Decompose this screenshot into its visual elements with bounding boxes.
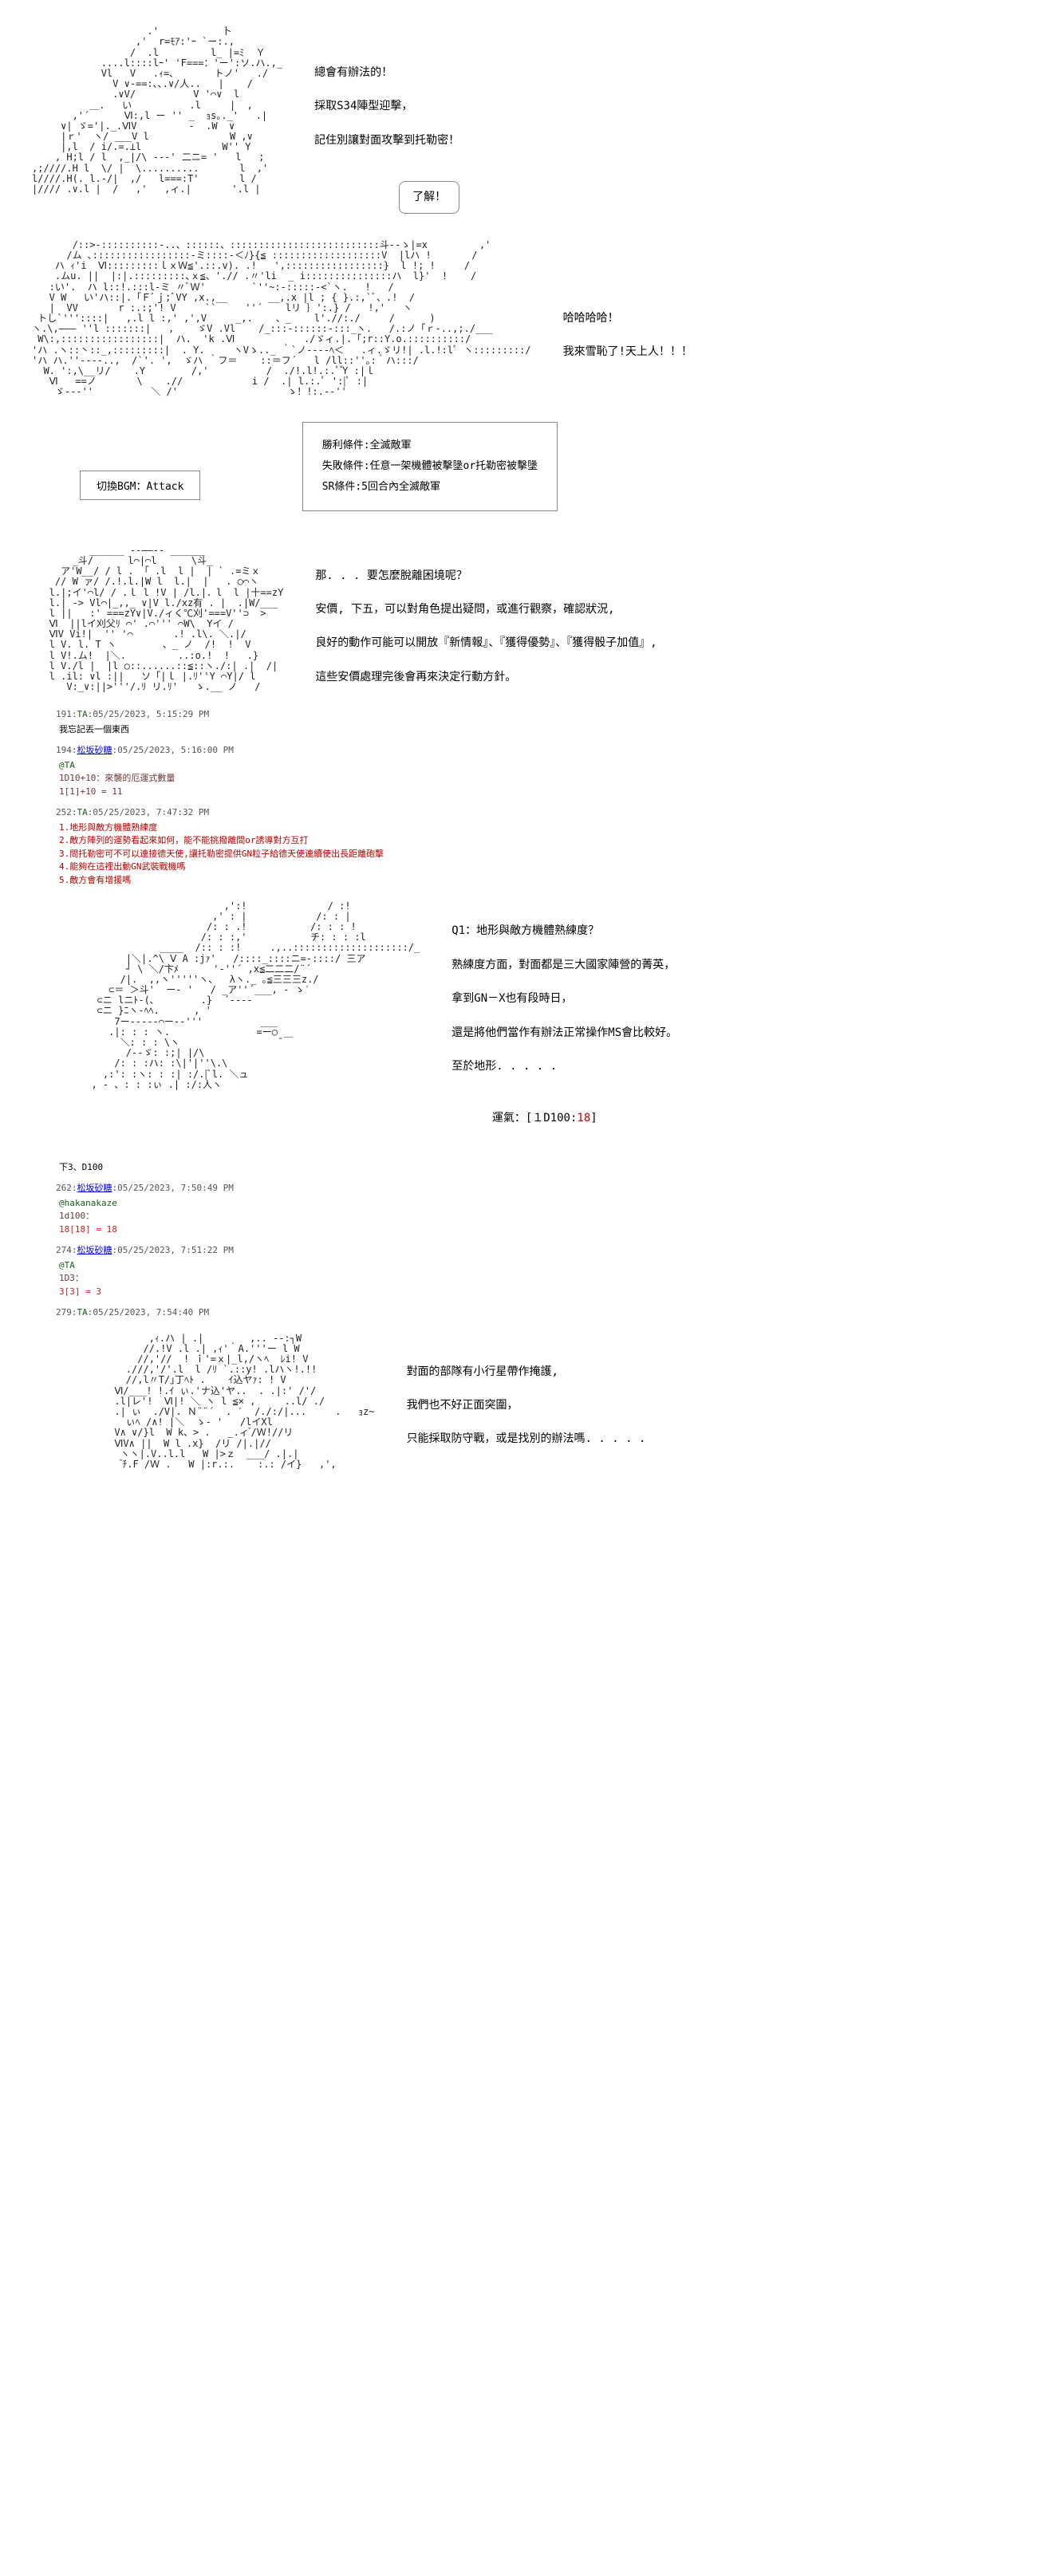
post-body-line: @TA xyxy=(59,1259,981,1273)
ascii-art-1: .' 卜 ,' r=ﾓｱ:'ｰ `ー:., / .l l_ |=ﾐ Ｙ ....… xyxy=(32,16,282,205)
post-header: 279:TA:05/25/2023, 7:54:40 PM xyxy=(56,1306,981,1320)
dialogue-line: 良好的動作可能可以開放『新情報』、『獲得優勢』、『獲得骰子加值』, xyxy=(315,634,657,652)
dialogue-line: 安價, 下五，可以對角色提出疑問，或進行觀察，確認狀況, xyxy=(315,601,657,618)
post-body-line: 5.敵方會有增援嗎 xyxy=(59,874,981,888)
sr-condition: SR條件:5回合內全滅敵軍 xyxy=(322,477,538,498)
post-number: 191: xyxy=(56,709,77,719)
post-author[interactable]: 松坂砂糖 xyxy=(77,1183,112,1193)
forum-post: 262:松坂砂糖:05/25/2023, 7:50:49 PM @hakanaka… xyxy=(56,1182,981,1236)
dialogue-1: 總會有辦法的！ 採取S34陣型迎擊， 記住別讓對面攻擊到托勒密！ 了解！ xyxy=(314,16,459,214)
dialogue-line: 只能採取防守戰，或是找別的辦法嗎. . . . . xyxy=(407,1430,646,1448)
dialogue-line: 熟練度方面，對面都是三大國家陣營的菁英， xyxy=(451,956,677,974)
post-body-line: 1D10+10：來襲的厄運式數量 xyxy=(59,772,981,786)
ascii-art-2: /::>-::::::::::-..、::::::、::::::::::::::… xyxy=(32,230,531,398)
post-timestamp: :05/25/2023, 7:50:49 PM xyxy=(112,1183,234,1193)
dialogue-line: Q1：地形與敵方機體熟練度？ xyxy=(451,922,677,939)
ascii-art-3: ______ --――-- ______ _斗/ l⌒|⌒l \斗_ ア'W__… xyxy=(32,535,283,693)
dialogue-3: 那. . . 要怎麼脫離困境呢？ 安價, 下五，可以對角色提出疑問，或進行觀察，… xyxy=(315,535,657,687)
post-timestamp: :05/25/2023, 5:16:00 PM xyxy=(112,745,234,755)
footer-text: 下3、D100 xyxy=(59,1161,981,1175)
post-body-line: 1.地形與敵方機體熟練度 xyxy=(59,821,981,835)
post-author: TA xyxy=(77,709,88,719)
conditions-box: 勝利條件:全滅敵軍 失敗條件:任意一架機體被擊墬or托勒密被擊墬 SR條件:5回… xyxy=(302,422,558,511)
dialogue-line: 至於地形. . . . . xyxy=(451,1058,677,1075)
dialogue-line: 那. . . 要怎麼脫離困境呢？ xyxy=(315,567,657,585)
post-body-line: 3.問托勒密可不可以連接德天使,讓托勒密提供GN粒子給德天使連續使出長距離砲擊 xyxy=(59,848,981,861)
post-body-line: 1D3： xyxy=(59,1272,981,1286)
post-body-line: 4.能夠在這裡出動GN武裝戰機嗎 xyxy=(59,861,981,874)
post-body-line: @TA xyxy=(59,759,981,773)
posts-block-2: 262:松坂砂糖:05/25/2023, 7:50:49 PM@hakanaka… xyxy=(32,1182,1005,1320)
dialogue-line: 還是將他們當作有辦法正常操作MS會比較好。 xyxy=(451,1024,677,1042)
post-timestamp: :05/25/2023, 7:54:40 PM xyxy=(88,1307,209,1318)
dialogue-5: 對面的部隊有小行星帶作掩護, 我們也不好正面突圍， 只能採取防守戰，或是找別的辦… xyxy=(407,1323,646,1448)
forum-post: 194:松坂砂糖:05/25/2023, 5:16:00 PM@TA1D10+1… xyxy=(56,744,981,798)
post-header: 252:TA:05/25/2023, 7:47:32 PM xyxy=(56,806,981,820)
dialogue-line: 這些安價處理完後會再來決定行動方針。 xyxy=(315,668,657,686)
win-condition: 勝利條件:全滅敵軍 xyxy=(322,435,538,456)
post-body-line: 2.敵方陣列的運勢看起來如何，能不能挑撥離間or誘導對方互打 xyxy=(59,834,981,848)
forum-post: 274:松坂砂糖:05/25/2023, 7:51:22 PM@TA1D3：3[… xyxy=(56,1244,981,1298)
post-timestamp: :05/25/2023, 7:51:22 PM xyxy=(112,1245,234,1255)
post-timestamp: :05/25/2023, 5:15:29 PM xyxy=(88,709,209,719)
dialogue-line: 採取S34陣型迎擊， xyxy=(314,97,459,115)
dialogue-line: 哈哈哈哈！ xyxy=(563,309,692,327)
panel-5: ,ｨ.ハ | .| ,.. --:┐W //.!V .l .| ,ｨ'｀A.''… xyxy=(80,1323,1005,1471)
post-body-line: 3[3] = 3 xyxy=(59,1286,981,1299)
lose-condition: 失敗條件:任意一架機體被擊墬or托勒密被擊墬 xyxy=(322,456,538,477)
forum-post: 279:TA:05/25/2023, 7:54:40 PM xyxy=(56,1306,981,1320)
panel-1: .' 卜 ,' r=ﾓｱ:'ｰ `ー:., / .l l_ |=ﾐ Ｙ ....… xyxy=(32,16,1005,214)
luck-label: 運氣：[１D100: xyxy=(492,1112,578,1125)
dialogue-line: 我們也不好正面突圍， xyxy=(407,1396,646,1414)
post-author: TA xyxy=(77,807,88,817)
dialogue-line: 我來雪恥了!天上人！！！ xyxy=(563,343,692,360)
post-number: 279: xyxy=(56,1307,77,1318)
posts-block-1: 191:TA:05/25/2023, 5:15:29 PM我忘記丟一個東西194… xyxy=(32,708,1005,887)
post-author[interactable]: 松坂砂糖 xyxy=(77,745,112,755)
post-header: 191:TA:05/25/2023, 5:15:29 PM xyxy=(56,708,981,722)
post-header: 262:松坂砂糖:05/25/2023, 7:50:49 PM xyxy=(56,1182,981,1195)
forum-post: 252:TA:05/25/2023, 7:47:32 PM1.地形與敵方機體熟練… xyxy=(56,806,981,887)
panel-4: ,':! / :! ,' : | /: : | /: : .! /: : : !… xyxy=(80,890,1005,1144)
dialogue-line: 記住別讓對面攻擊到托勒密！ xyxy=(314,132,459,149)
footer-note: 下3、D100 xyxy=(56,1161,981,1175)
post-number: 252: xyxy=(56,807,77,817)
dialogue-line: 總會有辦法的！ xyxy=(314,64,459,81)
dialogue-4: Q1：地形與敵方機體熟練度？ 熟練度方面，對面都是三大國家陣營的菁英， 拿到GN… xyxy=(451,890,677,1144)
post-number: 262: xyxy=(56,1183,77,1193)
ascii-art-4: ,':! / :! ,' : | /: : | /: : .! /: : : !… xyxy=(80,890,420,1090)
post-author: TA xyxy=(77,1307,88,1318)
post-body-line: @hakanakaze xyxy=(59,1197,981,1211)
post-header: 194:松坂砂糖:05/25/2023, 5:16:00 PM xyxy=(56,744,981,758)
post-number: 274: xyxy=(56,1245,77,1255)
luck-value: 18 xyxy=(577,1112,590,1125)
luck-close: ] xyxy=(590,1112,597,1125)
dialogue-line: 對面的部隊有小行星帶作掩護, xyxy=(407,1363,646,1381)
post-body-line: 1[1]+10 = 11 xyxy=(59,786,981,799)
forum-post: 191:TA:05/25/2023, 5:15:29 PM我忘記丟一個東西 xyxy=(56,708,981,736)
panel-3: ______ --――-- ______ _斗/ l⌒|⌒l \斗_ ア'W__… xyxy=(32,535,1005,693)
post-timestamp: :05/25/2023, 7:47:32 PM xyxy=(88,807,209,817)
post-body-line: 1d100： xyxy=(59,1210,981,1223)
post-body: 我忘記丟一個東西 xyxy=(59,723,981,737)
dialogue-2: 哈哈哈哈！ 我來雪恥了!天上人！！！ xyxy=(563,230,692,361)
panel-2: /::>-::::::::::-..、::::::、::::::::::::::… xyxy=(32,230,1005,398)
reply-box: 了解！ xyxy=(399,181,459,213)
bgm-box: 切換BGM：Attack xyxy=(80,471,200,500)
ascii-art-5: ,ｨ.ハ | .| ,.. --:┐W //.!V .l .| ,ｨ'｀A.''… xyxy=(80,1323,375,1471)
post-body-line: 18[18] = 18 xyxy=(59,1223,981,1237)
post-number: 194: xyxy=(56,745,77,755)
dialogue-line: 拿到GN－X也有段時日， xyxy=(451,990,677,1007)
post-author[interactable]: 松坂砂糖 xyxy=(77,1245,112,1255)
post-header: 274:松坂砂糖:05/25/2023, 7:51:22 PM xyxy=(56,1244,981,1258)
luck-roll: 運氣：[１D100:18] xyxy=(451,1091,677,1144)
